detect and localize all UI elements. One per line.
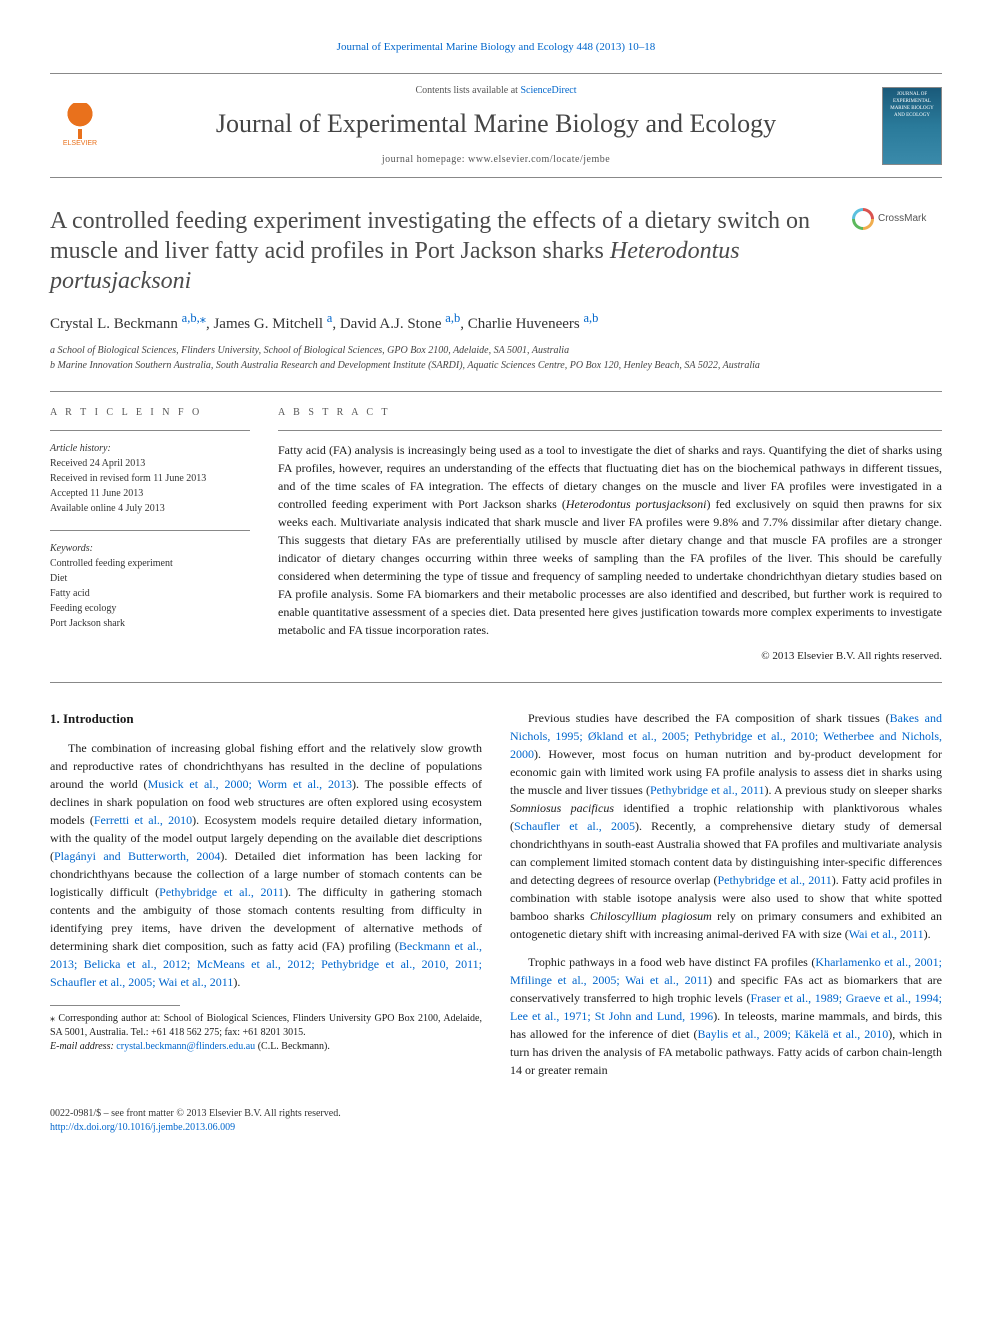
intro-para-2: Previous studies have described the FA c…	[510, 709, 942, 943]
elsevier-label: ELSEVIER	[63, 139, 97, 149]
history-accepted: Accepted 11 June 2013	[50, 486, 250, 501]
crossmark-badge[interactable]: CrossMark	[852, 206, 942, 232]
abstract-text: Fatty acid (FA) analysis is increasingly…	[278, 441, 942, 639]
history-label: Article history:	[50, 441, 250, 456]
ref-wai[interactable]: Wai et al., 2011	[849, 927, 924, 941]
intro-para-1: The combination of increasing global fis…	[50, 739, 482, 991]
author-2: , James G. Mitchell a	[206, 316, 332, 332]
footnotes: ⁎ Corresponding author at: School of Bio…	[50, 1012, 482, 1054]
homepage-url: www.elsevier.com/locate/jembe	[468, 154, 610, 165]
abstract-column: a b s t r a c t Fatty acid (FA) analysis…	[278, 406, 942, 664]
keywords-label: Keywords:	[50, 541, 250, 556]
corresponding-author-note: ⁎ Corresponding author at: School of Bio…	[50, 1012, 482, 1040]
affiliations: a School of Biological Sciences, Flinder…	[50, 343, 942, 373]
author-4-aff[interactable]: a,b	[584, 311, 599, 325]
ref-plaganyi[interactable]: Plagányi and Butterworth, 2004	[54, 849, 220, 863]
journal-cover-thumbnail: JOURNAL OF EXPERIMENTAL MARINE BIOLOGY A…	[882, 87, 942, 165]
article-info-column: a r t i c l e i n f o Article history: R…	[50, 406, 250, 664]
history-online: Available online 4 July 2013	[50, 501, 250, 516]
author-list: Crystal L. Beckmann a,b,⁎, James G. Mitc…	[50, 310, 942, 335]
email-label: E-mail address:	[50, 1041, 116, 1052]
contents-line: Contents lists available at ScienceDirec…	[110, 84, 882, 98]
crossmark-label: CrossMark	[878, 212, 926, 226]
keyword-1: Controlled feeding experiment	[50, 556, 250, 571]
keyword-2: Diet	[50, 571, 250, 586]
ref-musick[interactable]: Musick et al., 2000; Worm et al., 2013	[148, 777, 352, 791]
journal-header: ELSEVIER Contents lists available at Sci…	[50, 73, 942, 177]
email-line: E-mail address: crystal.beckmann@flinder…	[50, 1040, 482, 1054]
crossmark-icon	[852, 208, 874, 230]
footnote-separator	[50, 1005, 180, 1006]
keyword-3: Fatty acid	[50, 586, 250, 601]
ref-pethybridge-2[interactable]: Pethybridge et al., 2011	[650, 783, 764, 797]
article-title: A controlled feeding experiment investig…	[50, 206, 852, 296]
abstract-copyright: © 2013 Elsevier B.V. All rights reserved…	[278, 649, 942, 664]
affiliation-b: b Marine Innovation Southern Australia, …	[50, 358, 942, 373]
history-revised: Received in revised form 11 June 2013	[50, 471, 250, 486]
elsevier-tree-icon	[62, 103, 98, 139]
abstract-heading: a b s t r a c t	[278, 406, 942, 420]
doi-link[interactable]: http://dx.doi.org/10.1016/j.jembe.2013.0…	[50, 1122, 235, 1133]
ref-pethybridge-3[interactable]: Pethybridge et al., 2011	[717, 873, 831, 887]
journal-name: Journal of Experimental Marine Biology a…	[110, 106, 882, 142]
body-columns: 1. Introduction The combination of incre…	[50, 709, 942, 1079]
elsevier-logo: ELSEVIER	[50, 96, 110, 156]
author-4: , Charlie Huveneers a,b	[460, 316, 598, 332]
email-suffix: (C.L. Beckmann).	[255, 1041, 330, 1052]
citation-link[interactable]: Journal of Experimental Marine Biology a…	[337, 41, 656, 53]
sciencedirect-link[interactable]: ScienceDirect	[520, 85, 576, 96]
ref-schaufler[interactable]: Schaufler et al., 2005	[514, 819, 635, 833]
author-1-aff[interactable]: a,b,	[182, 311, 200, 325]
contents-prefix: Contents lists available at	[415, 85, 520, 96]
history-received: Received 24 April 2013	[50, 456, 250, 471]
journal-homepage: journal homepage: www.elsevier.com/locat…	[110, 153, 882, 167]
page-footer: 0022-0981/$ – see front matter © 2013 El…	[50, 1107, 942, 1135]
ref-baylis[interactable]: Baylis et al., 2009; Käkelä et al., 2010	[697, 1027, 888, 1041]
intro-para-3: Trophic pathways in a food web have dist…	[510, 953, 942, 1079]
homepage-prefix: journal homepage:	[382, 154, 468, 165]
affiliation-a: a School of Biological Sciences, Flinder…	[50, 343, 942, 358]
email-link[interactable]: crystal.beckmann@flinders.edu.au	[116, 1041, 255, 1052]
ref-pethybridge-1[interactable]: Pethybridge et al., 2011	[159, 885, 284, 899]
author-3: , David A.J. Stone a,b	[332, 316, 460, 332]
header-citation: Journal of Experimental Marine Biology a…	[50, 40, 942, 55]
keyword-5: Port Jackson shark	[50, 616, 250, 631]
author-3-aff[interactable]: a,b	[445, 311, 460, 325]
article-info-heading: a r t i c l e i n f o	[50, 406, 250, 420]
author-1: Crystal L. Beckmann a,b,⁎	[50, 316, 206, 332]
keyword-4: Feeding ecology	[50, 601, 250, 616]
ref-ferretti[interactable]: Ferretti et al., 2010	[94, 813, 192, 827]
issn-line: 0022-0981/$ – see front matter © 2013 El…	[50, 1107, 341, 1121]
section-1-heading: 1. Introduction	[50, 709, 482, 729]
